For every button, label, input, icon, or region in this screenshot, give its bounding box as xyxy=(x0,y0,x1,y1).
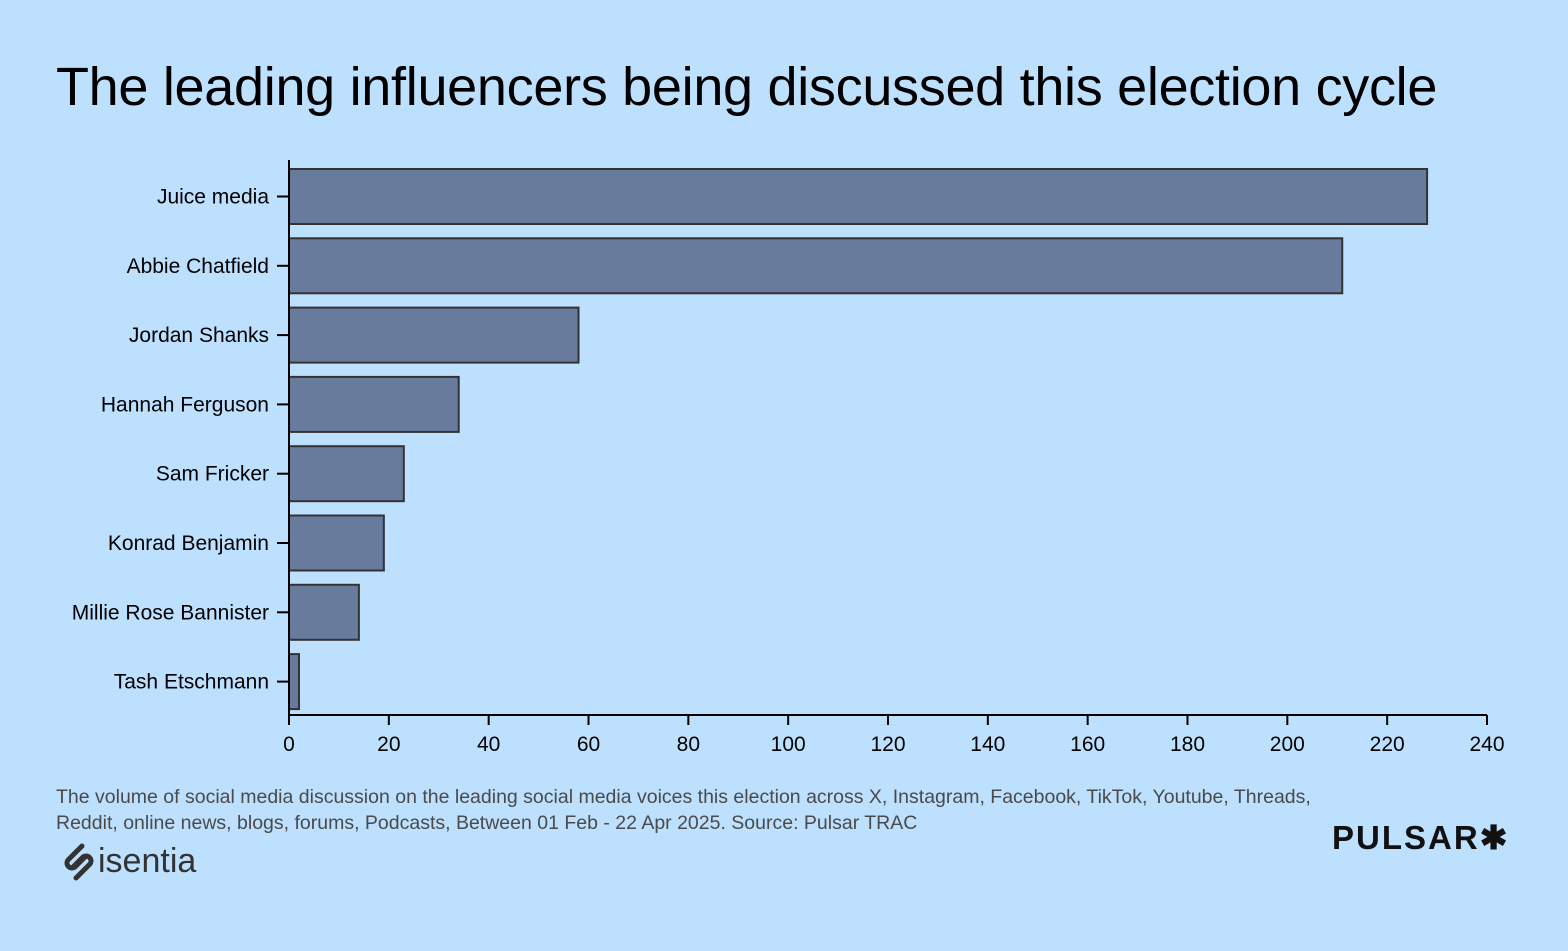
x-tick-label: 140 xyxy=(970,733,1005,756)
x-tick-label: 60 xyxy=(577,733,600,756)
bar xyxy=(288,375,460,433)
x-tick-label: 40 xyxy=(477,733,500,756)
x-tick-label: 220 xyxy=(1370,733,1405,756)
isentia-logo: isentia xyxy=(62,842,196,881)
bar xyxy=(288,514,385,572)
isentia-text: isentia xyxy=(98,842,197,880)
isentia-mark-icon xyxy=(64,843,94,880)
y-tick-label: Millie Rose Bannister xyxy=(72,601,269,624)
bar xyxy=(288,445,405,503)
x-tick-label: 20 xyxy=(377,733,400,756)
x-tick-label: 0 xyxy=(283,733,295,756)
x-tick-label: 80 xyxy=(677,733,700,756)
x-tick-label: 180 xyxy=(1170,733,1205,756)
x-tick-label: 200 xyxy=(1270,733,1305,756)
y-tick-label: Konrad Benjamin xyxy=(108,532,269,555)
x-tick-label: 120 xyxy=(870,733,905,756)
y-tick-label: Sam Fricker xyxy=(156,463,269,486)
bar xyxy=(288,306,580,364)
x-tick-label: 160 xyxy=(1070,733,1105,756)
pulsar-logo: PULSAR✱ xyxy=(1332,818,1509,857)
bar-chart: Juice media Abbie Chatfield Jordan Shanks H… xyxy=(72,160,1505,756)
bar xyxy=(288,237,1344,295)
x-tick-label: 100 xyxy=(771,733,806,756)
bar xyxy=(288,583,360,641)
bar xyxy=(288,168,1429,225)
bar xyxy=(288,653,300,711)
y-tick-label: Abbie Chatfield xyxy=(127,255,269,278)
x-tick-label: 240 xyxy=(1469,733,1504,756)
pulsar-text: PULSAR xyxy=(1332,819,1480,856)
pulsar-star-icon: ✱ xyxy=(1479,819,1510,856)
y-tick-label: Jordan Shanks xyxy=(129,324,269,347)
chart-title: The leading influencers being discussed … xyxy=(56,57,1438,117)
chart-caption: The volume of social media discussion on… xyxy=(56,786,1311,834)
y-tick-label: Juice media xyxy=(157,186,269,209)
y-tick-label: Tash Etschmann xyxy=(114,671,269,694)
y-tick-label: Hannah Ferguson xyxy=(101,393,269,416)
